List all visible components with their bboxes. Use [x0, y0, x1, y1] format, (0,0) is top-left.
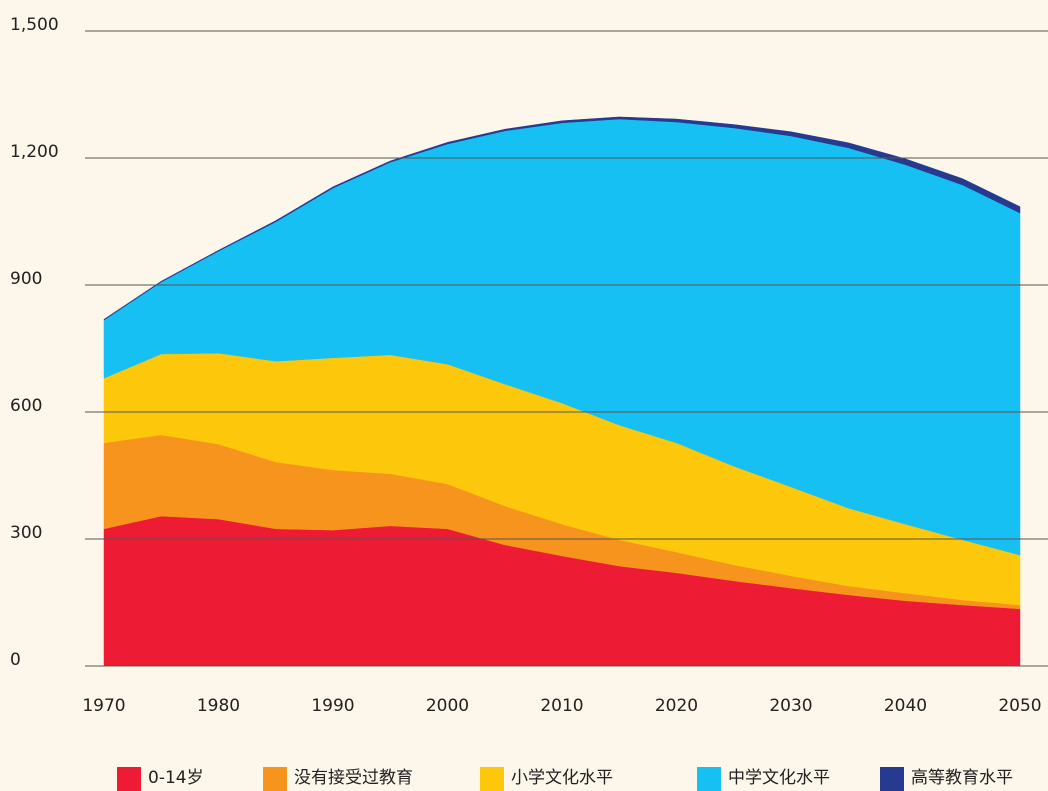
legend-label: 小学文化水平 [511, 768, 613, 788]
x-tick-label: 2010 [540, 696, 583, 716]
x-tick-label: 1980 [197, 696, 240, 716]
x-tick-label: 1970 [82, 696, 125, 716]
legend-swatch [117, 767, 141, 791]
y-tick-label: 600 [10, 396, 42, 416]
legend-swatch [697, 767, 721, 791]
y-tick-label: 1,200 [10, 142, 59, 162]
y-tick-label: 0 [10, 650, 21, 670]
x-tick-label: 2050 [998, 696, 1041, 716]
y-tick-label: 300 [10, 523, 42, 543]
x-tick-label: 1990 [311, 696, 354, 716]
legend-label: 没有接受过教育 [294, 768, 413, 788]
x-tick-label: 2040 [884, 696, 927, 716]
y-tick-label: 1,500 [10, 15, 59, 35]
legend-swatch [480, 767, 504, 791]
legend-swatch [880, 767, 904, 791]
legend-label: 0-14岁 [148, 768, 204, 788]
x-tick-label: 2030 [769, 696, 812, 716]
area [103, 116, 1021, 321]
legend-label: 高等教育水平 [911, 768, 1013, 788]
y-tick-label: 900 [10, 269, 42, 289]
x-tick-label: 2020 [655, 696, 698, 716]
legend-swatch [263, 767, 287, 791]
legend-label: 中学文化水平 [728, 768, 830, 788]
x-tick-label: 2000 [426, 696, 469, 716]
